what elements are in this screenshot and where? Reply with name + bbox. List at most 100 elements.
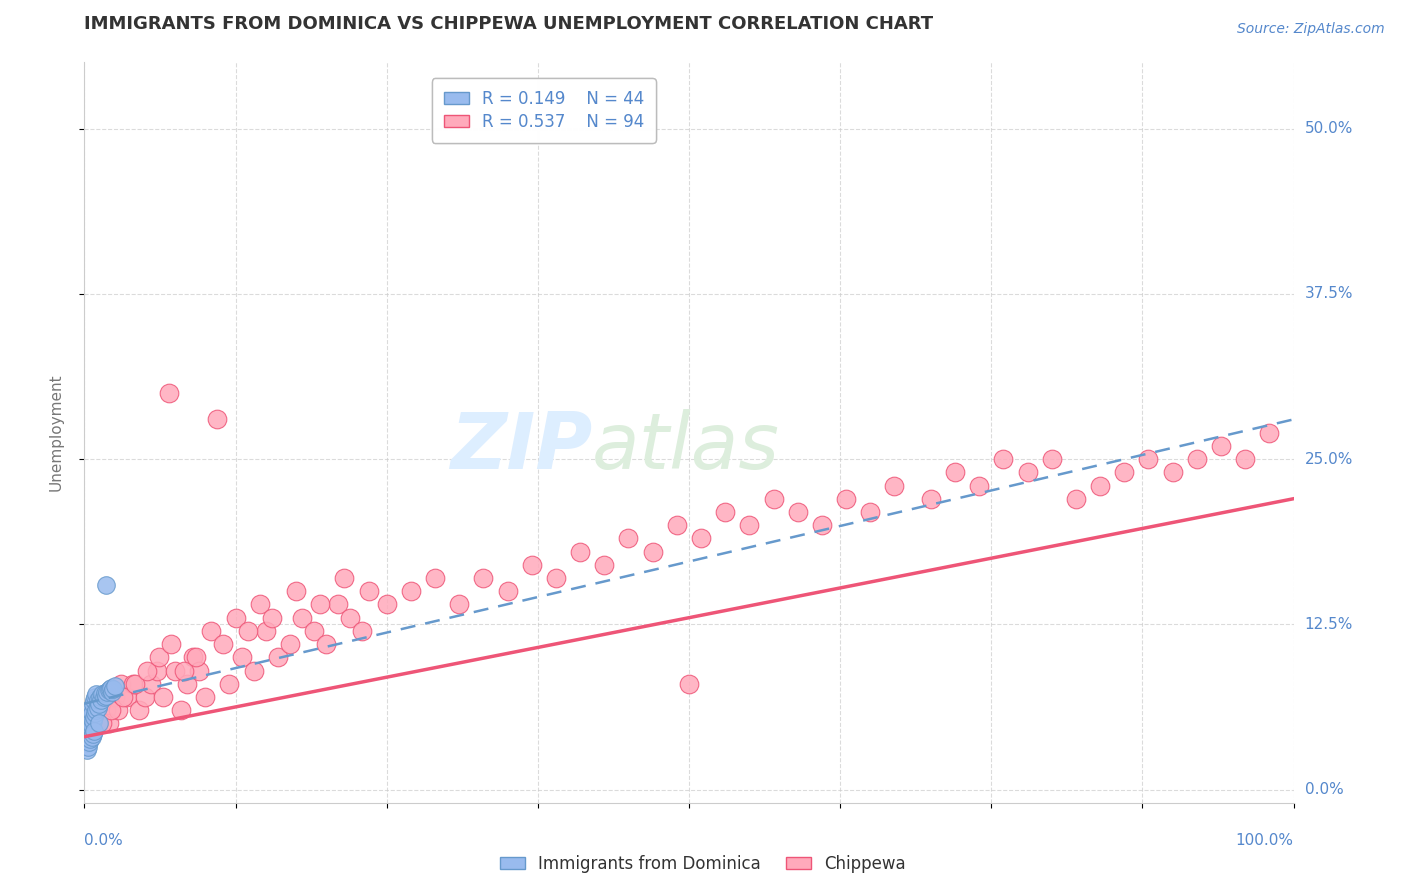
- Point: [333, 571, 356, 585]
- Point: [302, 624, 325, 638]
- Point: [328, 598, 350, 612]
- Point: [173, 664, 195, 678]
- Point: [91, 687, 114, 701]
- Text: 100.0%: 100.0%: [1236, 833, 1294, 848]
- Point: [200, 624, 222, 638]
- Point: [100, 681, 122, 695]
- Point: [90, 692, 112, 706]
- Point: [496, 584, 519, 599]
- Point: [77, 732, 100, 747]
- Point: [665, 518, 688, 533]
- Point: [284, 584, 308, 599]
- Point: [75, 730, 97, 744]
- Point: [83, 710, 105, 724]
- Point: [110, 677, 132, 691]
- Point: [212, 637, 235, 651]
- Point: [375, 598, 398, 612]
- Point: [943, 465, 966, 479]
- Point: [1234, 452, 1257, 467]
- Point: [714, 505, 737, 519]
- Text: ZIP: ZIP: [450, 409, 592, 485]
- Point: [97, 683, 120, 698]
- Point: [94, 686, 117, 700]
- Point: [83, 692, 105, 706]
- Point: [82, 697, 104, 711]
- Point: [86, 700, 108, 714]
- Point: [399, 584, 422, 599]
- Point: [218, 677, 240, 691]
- Point: [82, 714, 104, 728]
- Point: [472, 571, 495, 585]
- Point: [115, 690, 138, 704]
- Point: [82, 727, 104, 741]
- Point: [84, 690, 107, 704]
- Point: [79, 727, 101, 741]
- Point: [176, 677, 198, 691]
- Point: [77, 716, 100, 731]
- Point: [544, 571, 567, 585]
- Point: [762, 491, 785, 506]
- Point: [104, 680, 127, 694]
- Point: [96, 685, 118, 699]
- Point: [593, 558, 616, 572]
- Point: [107, 703, 129, 717]
- Point: [194, 690, 217, 704]
- Point: [87, 716, 110, 731]
- Point: [112, 690, 135, 704]
- Text: 0.0%: 0.0%: [84, 833, 124, 848]
- Point: [148, 650, 170, 665]
- Point: [87, 697, 110, 711]
- Point: [786, 505, 808, 519]
- Point: [86, 703, 108, 717]
- Point: [967, 478, 990, 492]
- Point: [242, 664, 264, 678]
- Text: 0.0%: 0.0%: [1305, 782, 1343, 797]
- Point: [100, 703, 122, 717]
- Point: [1209, 439, 1232, 453]
- Point: [738, 518, 761, 533]
- Point: [83, 724, 105, 739]
- Point: [184, 650, 207, 665]
- Point: [811, 518, 834, 533]
- Point: [309, 598, 332, 612]
- Point: [94, 689, 117, 703]
- Legend: Immigrants from Dominica, Chippewa: Immigrants from Dominica, Chippewa: [494, 848, 912, 880]
- Text: atlas: atlas: [592, 409, 780, 485]
- Point: [339, 611, 361, 625]
- Point: [80, 730, 103, 744]
- Point: [103, 682, 125, 697]
- Point: [121, 677, 143, 691]
- Point: [86, 703, 108, 717]
- Point: [1258, 425, 1281, 440]
- Point: [278, 637, 301, 651]
- Point: [91, 716, 114, 731]
- Point: [76, 743, 98, 757]
- Point: [1161, 465, 1184, 479]
- Point: [267, 650, 290, 665]
- Point: [79, 732, 101, 747]
- Point: [76, 736, 98, 750]
- Point: [1088, 478, 1111, 492]
- Point: [101, 685, 124, 699]
- Point: [170, 703, 193, 717]
- Point: [94, 703, 117, 717]
- Point: [423, 571, 446, 585]
- Point: [98, 682, 121, 697]
- Point: [80, 706, 103, 720]
- Point: [124, 677, 146, 691]
- Y-axis label: Unemployment: Unemployment: [49, 374, 63, 491]
- Point: [920, 491, 942, 506]
- Text: Source: ZipAtlas.com: Source: ZipAtlas.com: [1237, 22, 1385, 37]
- Point: [77, 740, 100, 755]
- Text: 12.5%: 12.5%: [1305, 617, 1353, 632]
- Point: [87, 716, 110, 731]
- Point: [883, 478, 905, 492]
- Text: IMMIGRANTS FROM DOMINICA VS CHIPPEWA UNEMPLOYMENT CORRELATION CHART: IMMIGRANTS FROM DOMINICA VS CHIPPEWA UNE…: [84, 15, 934, 33]
- Point: [104, 690, 127, 704]
- Point: [859, 505, 882, 519]
- Point: [86, 687, 108, 701]
- Point: [1137, 452, 1160, 467]
- Point: [79, 730, 101, 744]
- Point: [93, 690, 115, 704]
- Point: [225, 611, 247, 625]
